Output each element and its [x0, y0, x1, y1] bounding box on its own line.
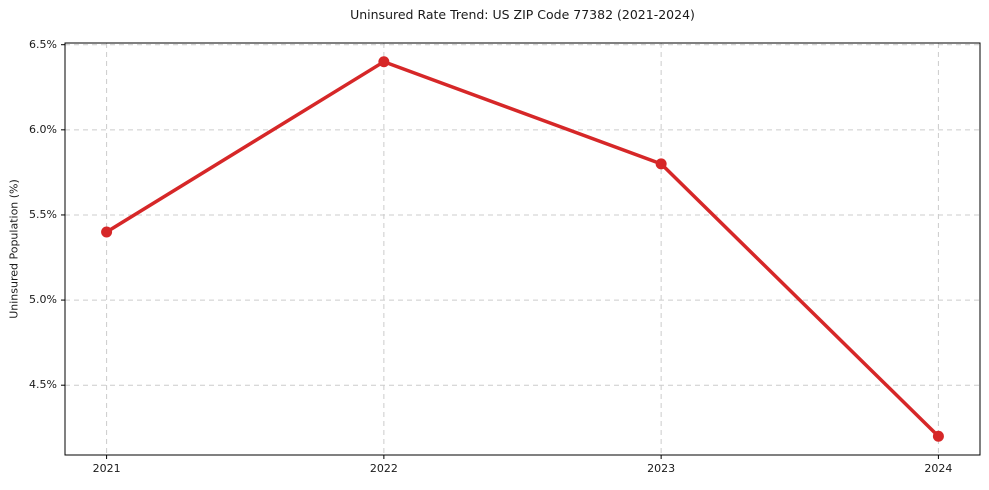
data-point-2022	[378, 56, 390, 68]
data-point-2023	[655, 158, 667, 170]
x-tick-label: 2024	[924, 462, 953, 475]
y-tick-label: 6.5%	[29, 37, 57, 51]
y-tick-label: 4.5%	[29, 378, 57, 392]
y-tick-label: 5.0%	[29, 293, 57, 307]
y-tick-label: 5.5%	[29, 207, 57, 221]
chart-title: Uninsured Rate Trend: US ZIP Code 77382 …	[350, 7, 695, 22]
data-point-2021	[101, 226, 113, 238]
trend-line	[104, 59, 941, 439]
data-point-2024	[932, 430, 944, 442]
x-tick-label: 2023	[647, 462, 676, 475]
x-tick-label: 2021	[92, 462, 121, 475]
x-tick-label: 2022	[369, 462, 398, 475]
y-tick-label: 6.0%	[29, 122, 57, 136]
axes-spines	[64, 42, 981, 456]
